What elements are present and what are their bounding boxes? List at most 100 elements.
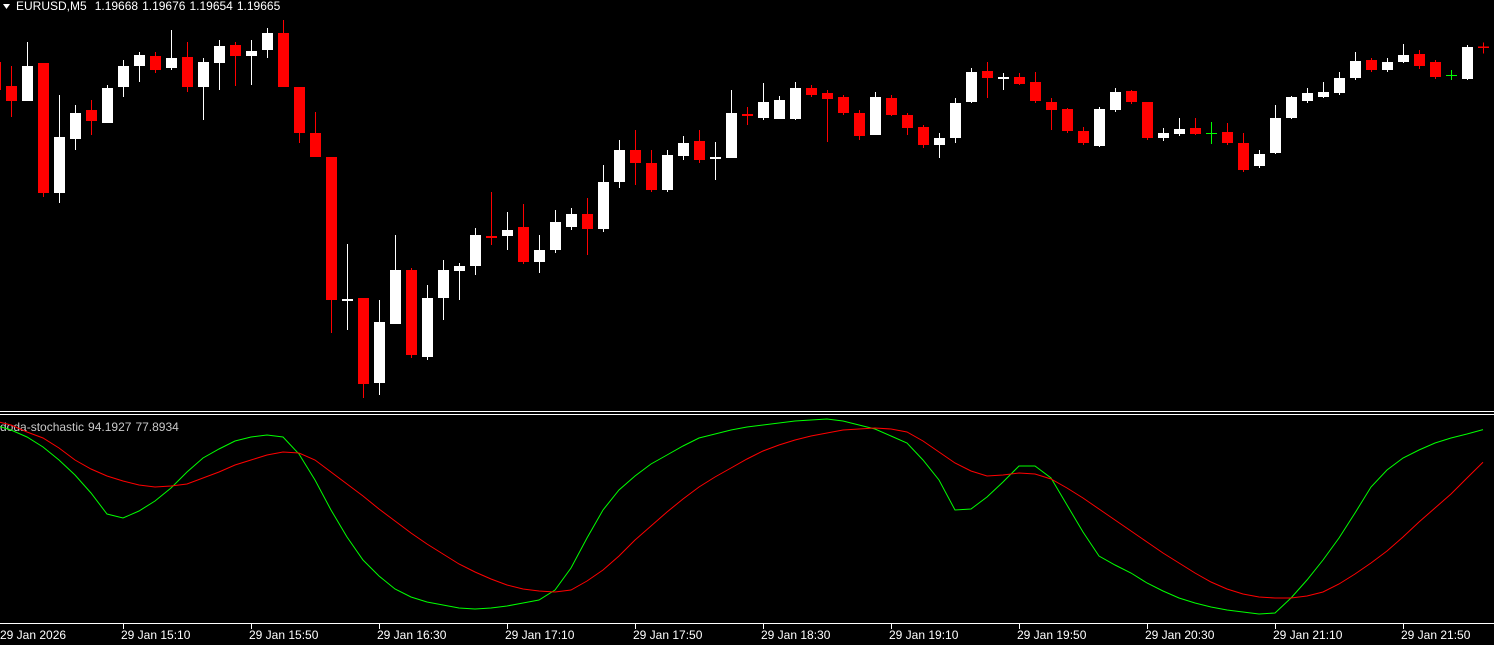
candle-body <box>1462 47 1473 79</box>
candle-body <box>598 182 609 229</box>
candle-body <box>1014 77 1025 84</box>
candle-body <box>214 46 225 63</box>
candle-body <box>1430 62 1441 77</box>
last-low: 1.19654 <box>189 0 233 13</box>
candle-body <box>790 88 801 119</box>
candle-body <box>1366 60 1377 70</box>
candle-body <box>822 93 833 99</box>
candle-body <box>1094 109 1105 146</box>
candle-body <box>1046 102 1057 110</box>
time-label: 29 Jan 15:10 <box>121 628 191 642</box>
indicator-main-value: 94.1927 <box>88 420 132 434</box>
candle-body <box>1078 131 1089 143</box>
candle-body <box>0 62 1 90</box>
candle-body <box>678 143 689 156</box>
indicator-signal-value: 77.8934 <box>135 420 179 434</box>
candle-body <box>1126 91 1137 102</box>
candle-body <box>166 58 177 68</box>
candle-body <box>358 298 369 384</box>
candle-body <box>22 66 33 101</box>
time-label: 29 Jan 20:30 <box>1145 628 1215 642</box>
candle-body <box>294 87 305 133</box>
time-label: 29 Jan 16:30 <box>377 628 447 642</box>
candle-body <box>310 133 321 157</box>
last-open: 1.19668 <box>95 0 139 13</box>
chart-header: EURUSD,M5 1.19668 1.19676 1.19654 1.19665 <box>16 0 281 13</box>
candle-body <box>1414 54 1425 66</box>
candle-body <box>630 150 641 163</box>
candle-body <box>454 266 465 271</box>
candle-body <box>150 56 161 70</box>
symbol: EURUSD,M5 <box>16 0 87 13</box>
candle-body <box>726 113 737 158</box>
candle-body <box>1478 46 1489 48</box>
candle-body <box>6 86 17 101</box>
candle-body <box>86 110 97 121</box>
candle-body <box>950 103 961 138</box>
candle-body <box>1174 129 1185 134</box>
candle-body <box>886 98 897 115</box>
candle-body <box>1206 133 1217 134</box>
candle-body <box>390 270 401 324</box>
candle-body <box>838 97 849 113</box>
time-label: 29 Jan 21:50 <box>1401 628 1471 642</box>
candle-body <box>134 55 145 66</box>
candle-body <box>1318 92 1329 97</box>
candle-body <box>278 33 289 87</box>
time-label: 29 Jan 2026 <box>0 628 66 642</box>
candle-body <box>534 250 545 262</box>
time-label: 29 Jan 18:30 <box>761 628 831 642</box>
candle-body <box>982 71 993 78</box>
candle-body <box>1222 132 1233 143</box>
candle-body <box>742 114 753 116</box>
candle-body <box>182 57 193 87</box>
last-high: 1.19676 <box>142 0 186 13</box>
indicator-line <box>0 418 1484 615</box>
candle-body <box>118 66 129 87</box>
time-label: 29 Jan 17:10 <box>505 628 575 642</box>
time-label: 29 Jan 19:10 <box>889 628 959 642</box>
candle-body <box>854 113 865 136</box>
indicator-header: doda-stochastic 94.1927 77.8934 <box>0 420 179 434</box>
candle-body <box>806 88 817 95</box>
candle-body <box>1302 93 1313 101</box>
candle-body <box>486 236 497 238</box>
candle-body <box>1110 92 1121 110</box>
candle-body <box>1398 55 1409 62</box>
candle-body <box>566 214 577 227</box>
candle-body <box>902 115 913 128</box>
candle-body <box>502 230 513 236</box>
candle-body <box>758 102 769 118</box>
candle-body <box>1190 128 1201 134</box>
candle-body <box>998 77 1009 79</box>
candle-body <box>326 157 337 300</box>
candle-body <box>246 51 257 56</box>
candle-body <box>374 322 385 383</box>
candle-body <box>774 100 785 119</box>
candle-body <box>38 63 49 193</box>
candle-body <box>262 33 273 50</box>
candle-body <box>1334 78 1345 93</box>
candle-body <box>870 97 881 135</box>
candle-body <box>54 137 65 193</box>
candle-body <box>518 227 529 262</box>
candle-body <box>934 138 945 145</box>
candle-body <box>1238 143 1249 170</box>
candle-body <box>550 222 561 250</box>
candle-body <box>1270 118 1281 153</box>
indicator-line <box>0 421 1484 599</box>
menu-arrow[interactable] <box>3 4 10 9</box>
indicator-name: doda-stochastic <box>0 420 84 434</box>
candle-body <box>1030 82 1041 101</box>
candle-body <box>230 45 241 56</box>
time-label: 29 Jan 17:50 <box>633 628 703 642</box>
candle-body <box>662 155 673 190</box>
last-close: 1.19665 <box>237 0 281 13</box>
candle-body <box>470 235 481 266</box>
candle-body <box>1254 154 1265 166</box>
candle-body <box>342 299 353 301</box>
candle-body <box>614 150 625 182</box>
candle-body <box>1350 61 1361 78</box>
